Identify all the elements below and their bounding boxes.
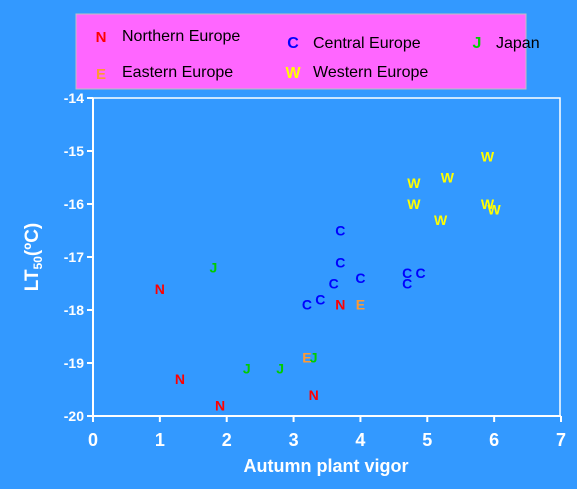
legend-entry-japan: J Japan [473, 35, 540, 52]
data-point-central-europe: C [402, 276, 412, 292]
data-point-northern-europe: N [309, 387, 319, 403]
y-tick-label: -19 [64, 355, 84, 371]
data-point-western-europe: W [407, 175, 421, 191]
legend-label-japan: Japan [496, 35, 540, 52]
data-point-northern-europe: N [335, 297, 345, 313]
data-point-western-europe: W [481, 196, 495, 212]
legend-entry-central-europe: C Central Europe [287, 35, 421, 52]
x-tick-label: 1 [155, 430, 165, 450]
data-point-central-europe: C [355, 270, 365, 286]
y-axis-label: LT50(ºC) [22, 223, 45, 292]
legend-label-eastern-europe: Eastern Europe [122, 64, 233, 81]
data-point-northern-europe: N [175, 371, 185, 387]
legend-marker-japan: J [473, 35, 482, 52]
y-tick-label: -16 [64, 196, 84, 212]
data-point-central-europe: C [315, 291, 325, 307]
data-point-western-europe: W [407, 196, 421, 212]
x-tick-label: 4 [355, 430, 365, 450]
data-point-central-europe: C [329, 276, 339, 292]
data-point-western-europe: W [434, 212, 448, 228]
legend: N Northern Europe C Central Europe J Jap… [75, 13, 540, 90]
data-point-eastern-europe: E [302, 350, 311, 366]
data-point-northern-europe: N [155, 281, 165, 297]
y-axis-label-subscript: 50 [31, 256, 45, 270]
x-tick-label: 0 [88, 430, 98, 450]
x-axis-label: Autumn plant vigor [244, 456, 409, 476]
axis-ticks: 0 1 2 3 4 5 6 7 -14 -15 -16 -17 -18 -19 -20 [64, 90, 566, 450]
data-point-central-europe: C [335, 254, 345, 270]
data-point-western-europe: W [481, 148, 495, 164]
data-point-central-europe: C [302, 297, 312, 313]
data-point-japan: J [243, 360, 251, 376]
legend-label-northern-europe: Northern Europe [122, 28, 240, 45]
legend-marker-western-europe: W [285, 65, 301, 82]
y-tick-label: -14 [64, 90, 84, 106]
data-point-central-europe: C [402, 265, 412, 281]
data-point-eastern-europe: E [356, 297, 365, 313]
data-point-western-europe: W [488, 201, 502, 217]
y-tick-label: -17 [64, 249, 84, 265]
data-point-japan: J [209, 260, 217, 276]
x-tick-label: 2 [222, 430, 232, 450]
y-axis-label-main: LT [22, 269, 43, 291]
legend-label-central-europe: Central Europe [313, 35, 421, 52]
data-point-japan: J [276, 360, 284, 376]
legend-entry-northern-europe: N Northern Europe [96, 28, 241, 46]
y-tick-label: -15 [64, 143, 84, 159]
legend-marker-eastern-europe: E [96, 66, 106, 83]
y-tick-label: -18 [64, 302, 84, 318]
data-point-western-europe: W [441, 170, 455, 186]
y-axis-label-unit: (ºC) [22, 223, 43, 256]
x-tick-label: 5 [422, 430, 432, 450]
legend-box [75, 13, 527, 90]
legend-label-western-europe: Western Europe [313, 64, 428, 81]
legend-entry-western-europe: W Western Europe [285, 64, 428, 82]
data-point-central-europe: C [335, 223, 345, 239]
x-tick-label: 3 [289, 430, 299, 450]
data-point-central-europe: C [416, 265, 426, 281]
x-tick-label: 6 [489, 430, 499, 450]
legend-entry-eastern-europe: E Eastern Europe [96, 64, 233, 83]
y-tick-label: -20 [64, 408, 84, 424]
legend-marker-central-europe: C [287, 35, 299, 52]
data-point-northern-europe: N [215, 397, 225, 413]
x-tick-label: 7 [556, 430, 566, 450]
data-point-japan: J [310, 350, 318, 366]
legend-marker-northern-europe: N [96, 29, 107, 46]
